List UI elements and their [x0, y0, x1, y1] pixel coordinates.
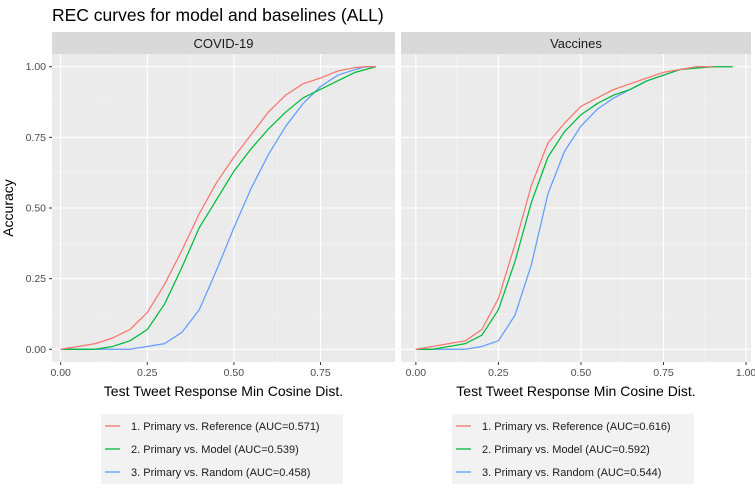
series-line-reference — [415, 66, 714, 350]
series-line-model — [60, 66, 377, 350]
x-axis-title-vaccines: Test Tweet Response Min Cosine Dist. — [456, 383, 695, 399]
x-tick-label: 0.25 — [488, 367, 509, 379]
x-ticks-covid-19: 0.00 0.25 0.50 0.75 — [50, 362, 331, 379]
legend-covid-19: 1. Primary vs. Reference (AUC=0.571) 2. P… — [101, 414, 343, 484]
y-tick-label: 0.50 — [26, 203, 47, 215]
y-tick-label: 1.00 — [26, 61, 47, 73]
strip-label-vaccines: Vaccines — [550, 36, 602, 51]
y-tick-label: 0.25 — [26, 273, 47, 285]
strip-vaccines — [401, 32, 751, 54]
series-line-reference — [60, 66, 376, 350]
legend-label: 3. Primary vs. Random (AUC=0.544) — [482, 467, 661, 479]
x-tick-label: 0.00 — [406, 367, 427, 379]
x-tick-label: 0.75 — [653, 367, 674, 379]
y-tick-label: 0.00 — [26, 344, 47, 356]
x-tick-label: 0.25 — [137, 367, 158, 379]
legend-background-vaccines — [452, 414, 694, 484]
y-tick-label: 0.75 — [26, 132, 47, 144]
curves-covid-19 — [60, 66, 377, 350]
legend-label: 1. Primary vs. Reference (AUC=0.571) — [131, 421, 320, 433]
strip-label-covid-19: COVID-19 — [194, 36, 254, 51]
x-ticks-vaccines: 0.00 0.25 0.50 0.75 1.00 — [406, 362, 755, 379]
x-tick-label: 0.50 — [224, 367, 245, 379]
x-tick-label: 1.00 — [736, 367, 755, 379]
legend-label: 2. Primary vs. Model (AUC=0.539) — [131, 444, 299, 456]
x-tick-label: 0.00 — [50, 367, 71, 379]
legend-label: 3. Primary vs. Random (AUC=0.458) — [131, 467, 310, 479]
legend-label: 2. Primary vs. Model (AUC=0.592) — [482, 444, 650, 456]
curves-vaccines — [415, 66, 733, 350]
y-axis-title: Accuracy — [0, 179, 16, 237]
x-tick-label: 0.75 — [310, 367, 331, 379]
chart-title: REC curves for model and baselines (ALL) — [52, 5, 384, 25]
x-tick-label: 0.50 — [571, 367, 592, 379]
panel-covid-19: COVID-19 0.00 0.25 0.50 0.75 0.000.250.500.… — [26, 32, 395, 379]
strip-covid-19 — [52, 32, 395, 54]
panel-vaccines: Vaccines 0.00 0.25 0.50 0.75 1.00 — [401, 32, 755, 379]
x-axis-title-covid-19: Test Tweet Response Min Cosine Dist. — [104, 383, 343, 399]
legend-background-covid-19 — [101, 414, 343, 484]
legend-vaccines: 1. Primary vs. Reference (AUC=0.616) 2. P… — [452, 414, 694, 484]
legend-label: 1. Primary vs. Reference (AUC=0.616) — [482, 421, 671, 433]
y-ticks-covid-19: 0.00 0.25 0.50 0.75 1.00 — [26, 61, 52, 356]
series-line-random — [60, 66, 376, 350]
